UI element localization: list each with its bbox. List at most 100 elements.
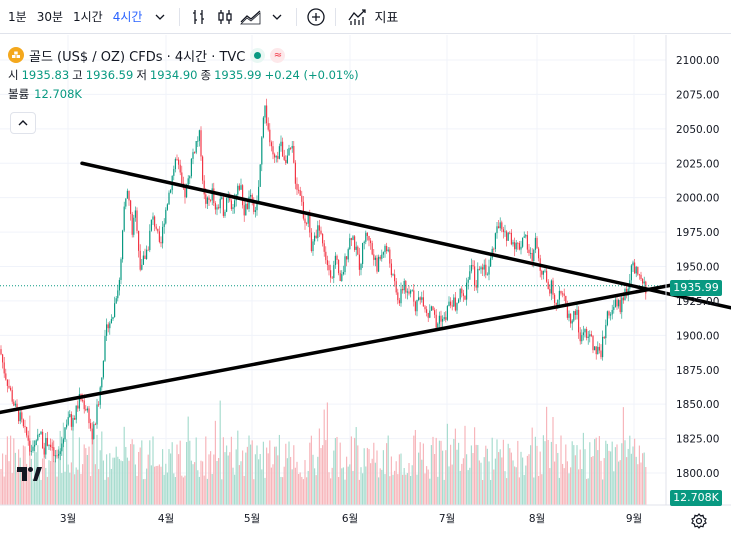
trendline-upper[interactable]	[80, 161, 731, 310]
volume-bar	[210, 451, 212, 505]
candle-body	[386, 245, 388, 252]
price-tick-label: 1975.00	[676, 227, 719, 239]
last-price-badge: 1935.99	[670, 280, 722, 296]
candle-body	[120, 259, 122, 280]
trendlines[interactable]	[0, 161, 731, 415]
candle-body	[427, 312, 429, 318]
volume-bar	[141, 440, 143, 505]
candle-body	[210, 200, 212, 201]
timeframe-30m[interactable]: 30분	[36, 9, 63, 24]
candle-body	[326, 260, 328, 266]
candle-body	[446, 306, 448, 320]
candle-body	[357, 246, 359, 255]
candle-body	[422, 297, 424, 307]
candle-body	[515, 242, 517, 250]
time-axis[interactable]: 3월 4월 5월 6월 7월 8월 9월	[60, 513, 642, 525]
volume-bar	[317, 456, 319, 505]
candle-body	[200, 130, 202, 157]
candle-body	[230, 200, 232, 210]
candle-body	[226, 198, 228, 212]
volume-bar	[504, 471, 506, 505]
candle-body	[246, 203, 248, 209]
candle-body	[514, 242, 516, 250]
market-open-status-icon[interactable]	[250, 47, 266, 63]
time-tick-label: 4월	[158, 513, 174, 525]
candle-body	[118, 279, 120, 291]
volume-bar	[430, 445, 432, 505]
timeframe-dropdown-chevron-icon[interactable]	[147, 4, 173, 30]
candle-body	[589, 334, 591, 337]
volume-bar	[149, 440, 151, 505]
volume-bar	[29, 415, 31, 505]
candle-body	[502, 229, 504, 233]
volume-bar	[477, 445, 479, 505]
tradingview-logo-icon[interactable]	[16, 463, 42, 485]
candle-body	[606, 311, 608, 326]
candle-body	[293, 145, 295, 163]
candle-body	[573, 311, 575, 321]
volume-bar	[219, 400, 221, 505]
candle-body	[483, 264, 485, 270]
chart-type-dropdown-chevron-icon[interactable]	[264, 4, 290, 30]
candle-body	[266, 105, 268, 124]
add-compare-symbol-icon[interactable]	[303, 4, 329, 30]
gold-bars-icon	[8, 47, 24, 63]
collapse-legend-button[interactable]	[10, 112, 36, 134]
volume-bar	[565, 444, 567, 505]
candle-body	[582, 332, 584, 336]
trendline-lower[interactable]	[0, 279, 692, 415]
candle-body	[61, 443, 63, 452]
volume-bar	[371, 458, 373, 505]
volume-bar	[26, 463, 28, 505]
volume-bar	[115, 446, 117, 505]
candle-body	[370, 240, 372, 244]
candle-body	[416, 300, 418, 312]
candle-body	[78, 394, 80, 409]
candle-body	[451, 305, 453, 307]
volume-bar	[632, 446, 634, 505]
candle-body	[634, 262, 636, 274]
candle-body	[338, 259, 340, 274]
volume-bar	[618, 461, 620, 505]
timeframe-4h[interactable]: 4시간	[112, 9, 143, 24]
candle-body	[506, 231, 508, 241]
indicators-button[interactable]: 지표	[342, 4, 404, 30]
volume-bar	[157, 465, 159, 505]
symbol-title[interactable]: 골드 (US$ / OZ) CFDs · 4시간 · TVC	[29, 49, 246, 65]
volume-bar	[322, 445, 324, 505]
candle-body	[458, 299, 460, 303]
candles-chart-type-icon[interactable]	[212, 4, 238, 30]
price-chart[interactable]: 2100.00 2075.00 2050.00 2025.00 2000.00 1975.…	[0, 35, 731, 536]
chart-settings-gear-icon[interactable]	[688, 510, 710, 532]
volume-bar	[66, 439, 68, 505]
candle-body	[339, 273, 341, 281]
volume-bar	[240, 461, 242, 505]
candle-body	[190, 158, 192, 177]
volume-bar	[518, 477, 520, 505]
volume-bar	[42, 458, 44, 505]
volume-bar	[6, 436, 8, 505]
candle-body	[525, 235, 527, 237]
volume-bar	[501, 457, 503, 505]
candle-body	[522, 237, 524, 247]
volume-bar	[187, 416, 189, 505]
timeframe-1m[interactable]: 1분	[8, 9, 27, 24]
candle-body	[477, 268, 479, 288]
volume-bar	[462, 458, 464, 505]
price-axis[interactable]: 2100.00 2075.00 2050.00 2025.00 2000.00 1975.…	[676, 55, 719, 480]
area-chart-type-icon[interactable]	[238, 4, 264, 30]
candle-body	[526, 235, 528, 250]
bar-chart-type-icon[interactable]	[186, 4, 212, 30]
volume-bar	[253, 479, 255, 505]
candle-body	[189, 176, 191, 179]
candle-body	[211, 188, 213, 201]
volume-bar	[296, 461, 298, 505]
candle-body	[2, 354, 4, 363]
price-tick-label: 1800.00	[676, 468, 719, 480]
candle-body	[408, 291, 410, 294]
data-delay-icon[interactable]: ≈	[270, 47, 286, 63]
timeframe-1h[interactable]: 1시간	[73, 9, 103, 24]
volume-bar	[360, 467, 362, 505]
volume-bar	[595, 437, 597, 505]
volume-bar	[230, 436, 232, 505]
